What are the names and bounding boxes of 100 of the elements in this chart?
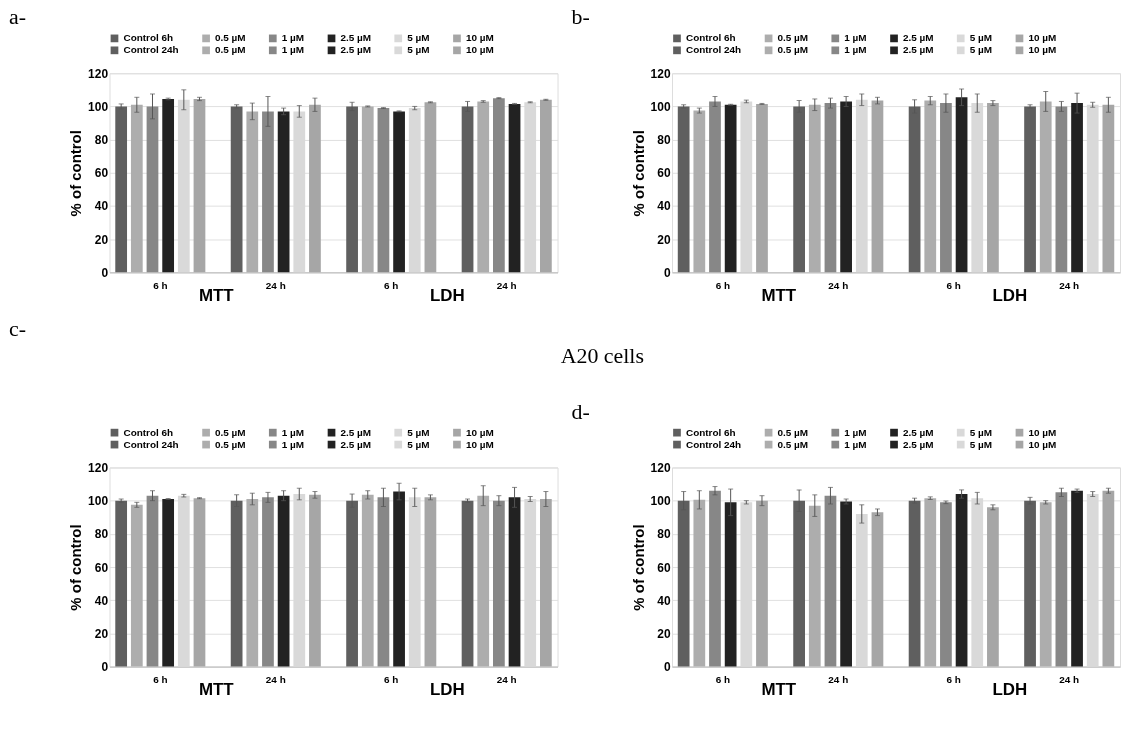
y-tick-label: 60 <box>657 560 671 575</box>
y-axis-title: % of control <box>629 130 647 217</box>
y-tick-label: 120 <box>88 460 109 475</box>
y-tick-label: 0 <box>663 265 671 280</box>
x-tick-label: 6 h <box>946 279 961 291</box>
legend-label: 10 µM <box>1028 426 1057 438</box>
y-tick-label: 100 <box>650 494 671 509</box>
y-tick-label: 80 <box>94 133 109 148</box>
legend-label: 2.5 µM <box>902 32 934 44</box>
text: MTT <box>198 680 235 700</box>
text: A20 cells <box>560 342 644 368</box>
x-tick-label: 24 h <box>496 279 517 291</box>
chart-title: d- <box>571 398 590 424</box>
legend-label: 1 µM <box>844 32 867 44</box>
legend-label: 10 µM <box>1028 32 1057 44</box>
y-tick-label: 60 <box>94 560 109 575</box>
text: LDH <box>992 680 1028 700</box>
y-tick-label: 80 <box>657 133 671 148</box>
legend-label: 1 µM <box>281 426 305 438</box>
y-tick-label: 0 <box>663 660 671 675</box>
x-tick-label: 6 h <box>153 279 168 291</box>
x-tick-label: 24 h <box>1059 674 1080 686</box>
y-tick-label: 120 <box>650 66 671 81</box>
chart-title: a- <box>8 4 26 30</box>
legend-label: 2.5 µM <box>902 438 934 450</box>
legend-label: 10 µM <box>465 32 494 44</box>
legend-label: 5 µM <box>407 32 430 44</box>
legend-label: 5 µM <box>969 438 992 450</box>
legend-label: 5 µM <box>407 426 430 438</box>
legend-label: 1 µM <box>281 44 305 56</box>
y-tick-label: 100 <box>650 99 671 114</box>
legend-label: 5 µM <box>969 44 992 56</box>
y-tick-label: 120 <box>650 460 671 475</box>
legend-label: 0.5 µM <box>215 438 246 450</box>
x-tick-label: 6 h <box>715 674 730 686</box>
y-tick-label: 0 <box>101 265 109 280</box>
legend-label: 0.5 µM <box>777 438 809 450</box>
chart-title: b- <box>571 4 590 30</box>
text: MTT <box>761 680 797 700</box>
legend-label: 1 µM <box>844 426 867 438</box>
y-tick-label: 80 <box>657 527 671 542</box>
legend-label: 2.5 µM <box>340 44 372 56</box>
x-tick-label: 6 h <box>384 279 399 291</box>
legend-label: Control 24h <box>685 438 742 450</box>
legend-label: 0.5 µM <box>777 44 809 56</box>
legend-label: Control 24h <box>123 438 179 450</box>
legend-label: 10 µM <box>1028 438 1057 450</box>
y-tick-label: 20 <box>94 626 109 641</box>
y-tick-label: 20 <box>657 232 671 247</box>
legend-label: 2.5 µM <box>340 32 372 44</box>
y-tick-label: 60 <box>657 166 671 181</box>
legend-label: Control 6h <box>123 426 174 438</box>
y-tick-label: 0 <box>101 660 109 675</box>
y-axis-title: % of control <box>67 130 85 217</box>
y-tick-label: 100 <box>88 494 109 509</box>
text: MTT <box>198 286 235 306</box>
legend-label: Control 6h <box>685 32 736 44</box>
text: MTT <box>761 286 797 306</box>
legend-label: Control 24h <box>685 44 742 56</box>
legend-label: 10 µM <box>465 44 494 56</box>
legend-label: 0.5 µM <box>215 32 246 44</box>
legend-label: 10 µM <box>465 426 494 438</box>
y-axis-title: % of control <box>629 524 647 611</box>
legend-label: 2.5 µM <box>340 426 372 438</box>
legend-label: 5 µM <box>407 44 430 56</box>
legend-label: 5 µM <box>407 438 430 450</box>
y-tick-label: 20 <box>657 626 671 641</box>
x-tick-label: 24 h <box>828 279 849 291</box>
y-tick-label: 40 <box>657 593 671 608</box>
x-tick-label: 6 h <box>946 674 961 686</box>
legend-label: 10 µM <box>465 438 494 450</box>
y-tick-label: 100 <box>88 99 109 114</box>
legend-label: 0.5 µM <box>777 32 809 44</box>
x-tick-label: 24 h <box>496 674 517 686</box>
legend-label: Control 24h <box>123 44 179 56</box>
legend-label: 0.5 µM <box>215 426 246 438</box>
legend-label: 0.5 µM <box>215 44 246 56</box>
text: LDH <box>429 286 465 306</box>
x-tick-label: 24 h <box>1059 279 1080 291</box>
x-tick-label: 6 h <box>153 674 168 686</box>
legend-label: 1 µM <box>281 438 305 450</box>
legend-label: 10 µM <box>1028 44 1057 56</box>
legend-label: Control 6h <box>123 32 174 44</box>
text: LDH <box>429 680 465 700</box>
y-tick-label: 120 <box>88 66 109 81</box>
legend-label: 5 µM <box>969 32 992 44</box>
y-tick-label: 60 <box>94 166 109 181</box>
y-tick-label: 40 <box>94 593 109 608</box>
legend-label: 0.5 µM <box>777 426 809 438</box>
y-tick-label: 40 <box>657 199 671 214</box>
x-tick-label: 6 h <box>715 279 730 291</box>
y-tick-label: 20 <box>94 232 109 247</box>
x-tick-label: 24 h <box>265 674 286 686</box>
legend-label: 2.5 µM <box>340 438 372 450</box>
x-tick-label: 24 h <box>265 279 286 291</box>
legend-label: 1 µM <box>844 44 867 56</box>
legend-label: 2.5 µM <box>902 44 934 56</box>
legend-label: 5 µM <box>969 426 992 438</box>
legend-label: 2.5 µM <box>902 426 934 438</box>
legend-label: 1 µM <box>281 32 305 44</box>
